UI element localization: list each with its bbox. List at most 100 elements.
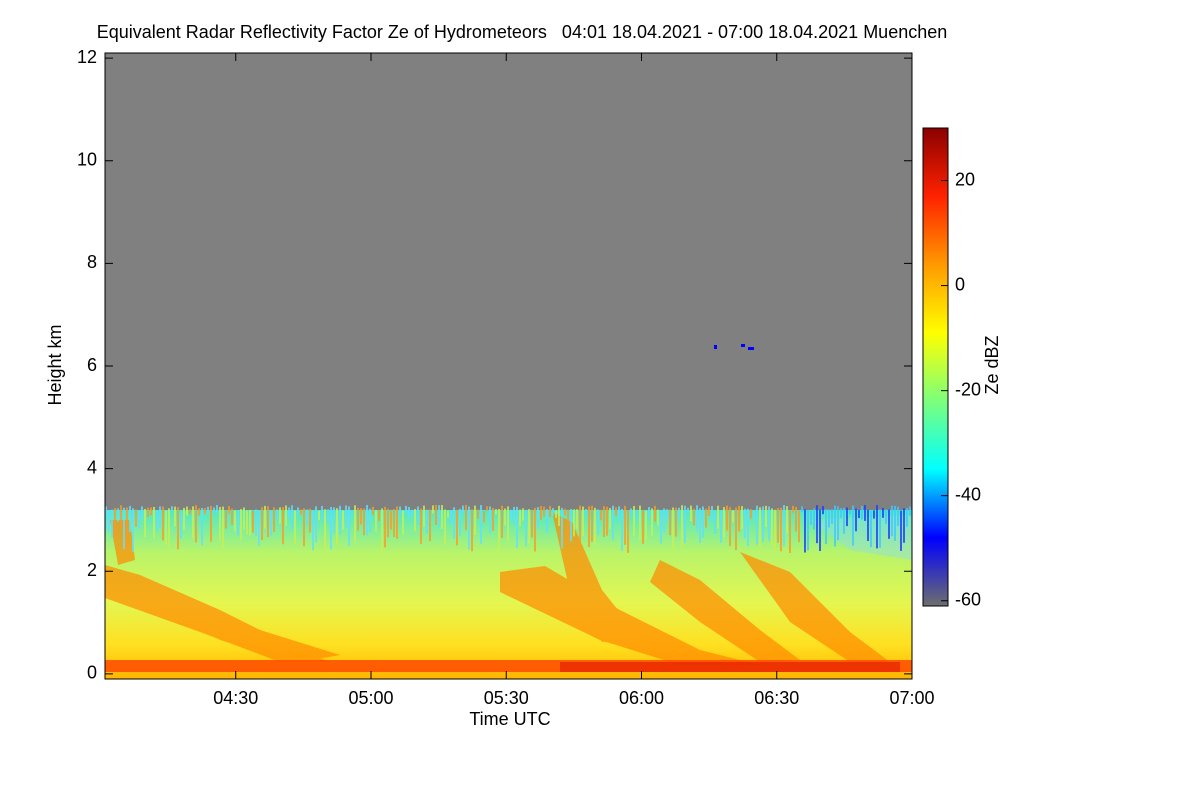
echo-fringe bbox=[528, 509, 530, 544]
echo-fringe bbox=[855, 508, 857, 532]
echo-fringe bbox=[666, 509, 668, 521]
colorbar-title: Ze dBZ bbox=[982, 335, 1002, 394]
echo-fringe bbox=[816, 505, 818, 544]
echo-fringe bbox=[894, 505, 896, 541]
echo-fringe bbox=[180, 510, 182, 539]
echo-fringe bbox=[186, 506, 188, 516]
echo-fringe bbox=[603, 506, 605, 537]
echo-fringe bbox=[762, 506, 764, 542]
echo-fringe bbox=[732, 510, 734, 523]
echo-fringe bbox=[501, 505, 503, 538]
echo-fringe bbox=[810, 510, 812, 526]
echo-fringe bbox=[486, 506, 488, 511]
echo-fringe bbox=[774, 509, 776, 552]
echo-fringe bbox=[162, 506, 164, 541]
echo-fringe bbox=[135, 509, 137, 527]
echo-fringe bbox=[495, 509, 497, 515]
echo-fringe bbox=[657, 509, 659, 526]
echo-fringe bbox=[159, 506, 161, 529]
echo-fringe bbox=[150, 507, 152, 516]
echo-fringe bbox=[837, 506, 839, 541]
echo-fringe bbox=[576, 509, 578, 530]
echo-fringe bbox=[294, 510, 296, 545]
echo-fringe bbox=[312, 510, 314, 551]
echo-fringe bbox=[396, 506, 398, 539]
echo-fringe bbox=[828, 509, 830, 528]
echo-fringe bbox=[525, 509, 527, 547]
echo-fringe bbox=[468, 506, 470, 550]
echo-fringe bbox=[117, 508, 119, 522]
echo-fringe bbox=[663, 508, 665, 533]
echo-fringe bbox=[567, 509, 569, 540]
echo-fringe bbox=[171, 506, 173, 512]
echo-fringe bbox=[846, 507, 848, 527]
echo-fringe bbox=[588, 506, 590, 548]
echo-fringe bbox=[315, 506, 317, 543]
echo-fringe bbox=[867, 509, 869, 541]
echo-fringe bbox=[138, 510, 140, 529]
echo-fringe bbox=[129, 506, 131, 533]
echo-fringe bbox=[864, 505, 866, 521]
echo-fringe bbox=[669, 509, 671, 536]
echo-fringe bbox=[888, 509, 890, 539]
echo-fringe bbox=[387, 508, 389, 538]
echo-fringe bbox=[231, 508, 233, 525]
echo-fringe bbox=[411, 509, 413, 518]
echo-fringe bbox=[678, 507, 680, 519]
echo-fringe bbox=[522, 508, 524, 521]
echo-fringe bbox=[465, 505, 467, 530]
chart-title: Equivalent Radar Reflectivity Factor Ze … bbox=[97, 22, 948, 42]
echo-fringe bbox=[192, 506, 194, 539]
echo-fringe bbox=[168, 508, 170, 547]
echo-fringe bbox=[606, 506, 608, 536]
echo-fringe bbox=[609, 508, 611, 530]
echo-fringe bbox=[690, 505, 692, 522]
x-tick-label: 04:30 bbox=[213, 688, 258, 708]
echo-fringe bbox=[702, 506, 704, 538]
echo-fringe bbox=[654, 505, 656, 522]
echo-fringe bbox=[783, 505, 785, 547]
colorbar-tick-label: 0 bbox=[955, 274, 965, 294]
echo-fringe bbox=[483, 510, 485, 523]
echo-fringe bbox=[903, 508, 905, 543]
echo-fringe bbox=[417, 506, 419, 525]
echo-fringe bbox=[534, 507, 536, 552]
echo-fringe bbox=[882, 508, 884, 518]
echo-fringe bbox=[444, 509, 446, 546]
echo-fringe bbox=[741, 506, 743, 530]
echo-fringe bbox=[390, 510, 392, 530]
echo-fringe bbox=[891, 505, 893, 537]
echo-fringe bbox=[687, 507, 689, 513]
echo-fringe bbox=[471, 509, 473, 552]
colorbar bbox=[922, 127, 949, 607]
colorbar-tick-label: -20 bbox=[955, 379, 981, 399]
echo-fringe bbox=[288, 507, 290, 518]
echo-fringe bbox=[477, 509, 479, 519]
echo-fringe bbox=[165, 510, 167, 546]
echo-fringe bbox=[249, 509, 251, 536]
echo-fringe bbox=[873, 510, 875, 519]
echo-fringe bbox=[627, 509, 629, 553]
echo-fringe bbox=[642, 510, 644, 544]
echo-fringe bbox=[675, 507, 677, 537]
echo-fringe bbox=[795, 507, 797, 532]
echo-fringe bbox=[141, 506, 143, 520]
echo-fringe bbox=[342, 510, 344, 530]
echo-fringe bbox=[543, 506, 545, 517]
echo-fringe bbox=[714, 510, 716, 534]
echo-fringe bbox=[660, 510, 662, 544]
echo-fringe bbox=[237, 510, 239, 536]
echo-fringe bbox=[786, 506, 788, 534]
echo-fringe bbox=[801, 506, 803, 513]
echo-fringe bbox=[225, 510, 227, 529]
echo-fringe bbox=[759, 507, 761, 549]
echo-fringe bbox=[792, 505, 794, 513]
echo-fringe bbox=[273, 507, 275, 532]
echo-fringe bbox=[573, 509, 575, 537]
echo-fringe bbox=[618, 506, 620, 522]
echo-fringe bbox=[843, 507, 845, 534]
echo-fringe bbox=[351, 510, 353, 517]
echo-fringe bbox=[228, 506, 230, 514]
echo-fringe bbox=[636, 509, 638, 522]
echo-fringe bbox=[195, 505, 197, 543]
